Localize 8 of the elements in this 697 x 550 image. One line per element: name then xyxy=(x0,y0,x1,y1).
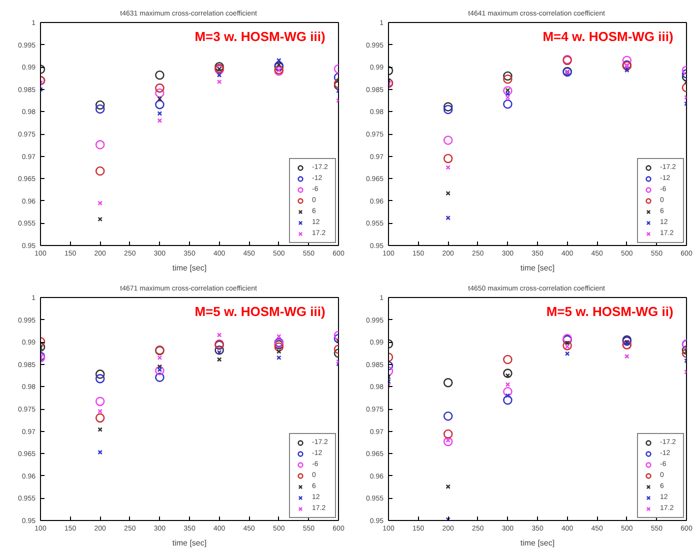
annotation: M=4 w. HOSM-WG iii) xyxy=(542,29,674,44)
annotation: M=5 w. HOSM-WG iii) xyxy=(194,304,326,320)
x-axis-title: time [sec] xyxy=(172,264,207,272)
x-axis-title: time [sec] xyxy=(172,538,207,548)
x-axis-title: time [sec] xyxy=(520,538,555,548)
x-axis-title: time [sec] xyxy=(520,264,555,272)
annotation: M=5 w. HOSM-WG ii) xyxy=(546,304,674,320)
annotation: M=3 w. HOSM-WG iii) xyxy=(194,29,326,44)
